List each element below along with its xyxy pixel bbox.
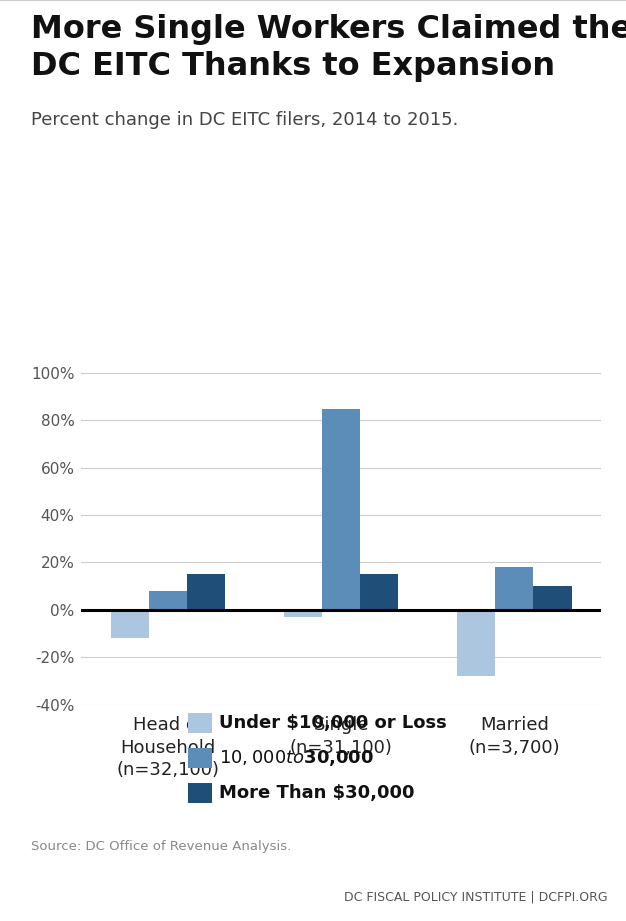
Text: DC EITC Thanks to Expansion: DC EITC Thanks to Expansion (31, 51, 555, 82)
Text: Percent change in DC EITC filers, 2014 to 2015.: Percent change in DC EITC filers, 2014 t… (31, 111, 459, 129)
Text: Under $10,000 or Loss: Under $10,000 or Loss (219, 714, 447, 732)
Bar (322, 409, 360, 610)
Text: DC FISCAL POLICY INSTITUTE | DCFPI.ORG: DC FISCAL POLICY INSTITUTE | DCFPI.ORG (344, 891, 607, 904)
Bar (457, 610, 495, 676)
Text: Source: DC Office of Revenue Analysis.: Source: DC Office of Revenue Analysis. (31, 840, 292, 853)
Bar (111, 610, 149, 638)
Text: More Single Workers Claimed the: More Single Workers Claimed the (31, 14, 626, 45)
Bar (495, 567, 533, 610)
Bar (360, 575, 398, 610)
Bar (284, 610, 322, 617)
Bar (187, 575, 225, 610)
Bar (149, 591, 187, 610)
Text: More Than $30,000: More Than $30,000 (219, 784, 414, 802)
Bar (533, 586, 572, 610)
Text: $10,000 to $30,000: $10,000 to $30,000 (219, 748, 374, 768)
